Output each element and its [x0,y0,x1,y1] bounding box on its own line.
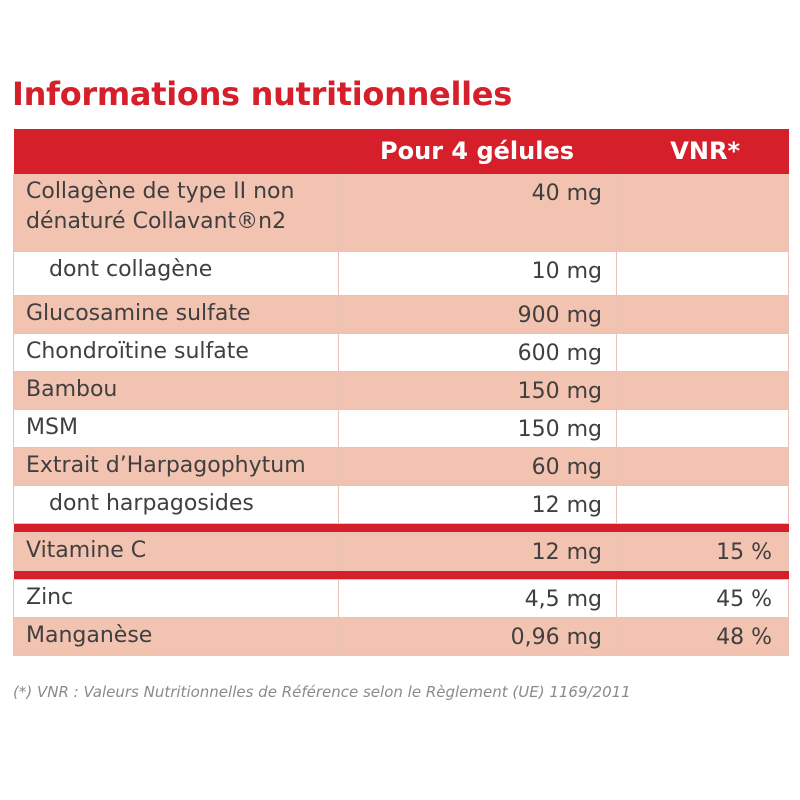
table-row: Extrait d’Harpagophytum 60 mg [13,447,789,486]
header-per-4-capsules: Pour 4 gélules [338,128,617,174]
ingredient-name: MSM [13,409,339,448]
ingredient-vnr [616,485,789,524]
ingredient-name: Manganèse [13,617,339,656]
table-row: Collagène de type II non dénaturé Collav… [13,173,789,252]
ingredient-amount: 60 mg [338,447,617,486]
ingredient-amount: 0,96 mg [338,617,617,656]
ingredient-name: Extrait d’Harpagophytum [13,447,339,486]
table-header-row: Pour 4 gélules VNR* [13,128,789,174]
ingredient-vnr: 15 % [616,532,789,571]
ingredient-vnr [616,295,789,334]
ingredient-name: dont harpagosides [13,485,339,524]
ingredient-name: Vitamine C [13,532,339,571]
ingredient-amount: 40 mg [338,173,617,252]
ingredient-amount: 150 mg [338,371,617,410]
vnr-footnote: (*) VNR : Valeurs Nutritionnelles de Réf… [13,683,631,701]
table-row: Chondroïtine sulfate 600 mg [13,333,789,372]
ingredient-vnr: 48 % [616,617,789,656]
ingredient-vnr [616,173,789,252]
table-row: Manganèse 0,96 mg 48 % [13,617,789,656]
ingredient-vnr [616,409,789,448]
header-ingredient [13,128,339,174]
ingredient-vnr [616,333,789,372]
ingredient-amount: 900 mg [338,295,617,334]
ingredient-amount: 600 mg [338,333,617,372]
ingredient-amount: 12 mg [338,532,617,571]
ingredient-amount: 4,5 mg [338,579,617,618]
ingredient-name: Zinc [13,579,339,618]
table-row: Bambou 150 mg [13,371,789,410]
section-divider [13,570,789,580]
section-divider [13,523,789,533]
table-row: MSM 150 mg [13,409,789,448]
ingredient-amount: 150 mg [338,409,617,448]
ingredient-name: Collagène de type II non dénaturé Collav… [13,173,339,252]
ingredient-amount: 12 mg [338,485,617,524]
ingredient-name: Bambou [13,371,339,410]
page-title: Informations nutritionnelles [12,75,512,113]
ingredient-name: dont collagène [13,251,339,296]
header-vnr: VNR* [616,128,789,174]
ingredient-vnr [616,251,789,296]
table-row: dont harpagosides 12 mg [13,485,789,524]
table-row: Vitamine C 12 mg 15 % [13,532,789,571]
ingredient-vnr: 45 % [616,579,789,618]
table-row: dont collagène 10 mg [13,251,789,296]
ingredient-vnr [616,371,789,410]
ingredient-name: Chondroïtine sulfate [13,333,339,372]
table-row: Zinc 4,5 mg 45 % [13,579,789,618]
ingredient-name: Glucosamine sulfate [13,295,339,334]
ingredient-vnr [616,447,789,486]
table-row: Glucosamine sulfate 900 mg [13,295,789,334]
nutrition-table: Pour 4 gélules VNR* Collagène de type II… [13,128,789,656]
ingredient-amount: 10 mg [338,251,617,296]
